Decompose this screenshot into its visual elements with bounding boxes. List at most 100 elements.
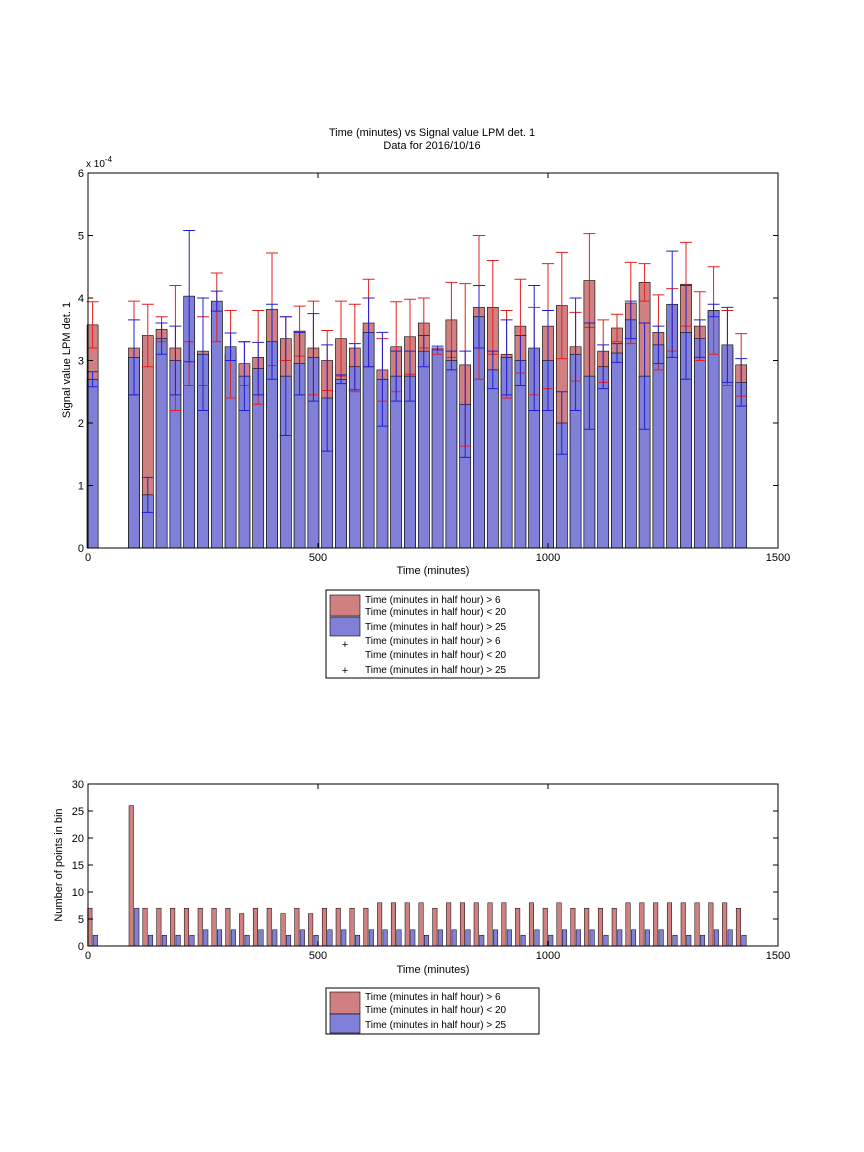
count-bar-s1-12: [252, 907, 258, 947]
x-tick-label-1500: 1500: [766, 950, 790, 962]
bar-s2-38: [611, 352, 623, 549]
errorbar-s2-30: [500, 319, 513, 396]
chart2-legend-box: [325, 987, 540, 1035]
count-bar-s2-17: [327, 929, 333, 947]
y-tick-label-30: 30: [72, 779, 84, 791]
count-bar-s2-25: [437, 929, 443, 947]
count-bar-s2-14: [286, 934, 292, 947]
x-tick-label-0: 0: [85, 950, 91, 962]
errorbar-s2-14: [279, 316, 292, 436]
chart1-legend-entry3-line1: Time (minutes in half hour) > 6: [365, 636, 501, 647]
errorbar-s2-32: [528, 285, 541, 411]
errorbar-s2-17: [321, 344, 334, 452]
count-bar-s1-20: [363, 907, 369, 947]
count-bar-s1-46: [722, 902, 728, 947]
count-bar-s2-8: [203, 929, 209, 947]
count-bar-s2-0: [92, 934, 98, 947]
errorbar-s2-6: [169, 325, 182, 396]
count-bar-s2-13: [272, 929, 278, 947]
errorbar-s2-13: [266, 303, 278, 380]
errorbar-s2-11: [238, 341, 251, 411]
count-bar-s1-36: [584, 907, 590, 947]
count-bar-s2-37: [603, 934, 609, 947]
count-bar-s2-31: [520, 934, 526, 947]
errorbar-s2-10: [224, 332, 237, 361]
count-bar-s2-20: [368, 929, 374, 947]
count-bar-s2-46: [727, 929, 733, 947]
bar-s2-5: [155, 338, 168, 549]
count-bar-s1-42: [666, 902, 672, 947]
errorbar-s1-38: [611, 313, 623, 343]
count-bar-s1-18: [335, 907, 341, 947]
count-bar-s1-38: [611, 907, 617, 947]
errorbar-s2-37: [597, 344, 610, 390]
count-bar-s2-34: [562, 929, 568, 947]
count-bar-s1-32: [528, 902, 534, 947]
count-bar-s2-32: [534, 929, 540, 947]
count-bar-s2-38: [617, 929, 623, 947]
bar-s2-37: [597, 366, 610, 549]
count-bar-s1-19: [349, 907, 355, 947]
bar-s2-25: [431, 347, 444, 549]
count-bar-s2-5: [161, 934, 167, 947]
chart1-legend-entry1-line1: Time (minutes in half hour) > 6: [365, 595, 501, 606]
errorbar-s1-4: [141, 303, 154, 368]
count-bar-s1-16: [308, 913, 314, 947]
chart-signal-value: Time (minutes) vs Signal value LPM det. …: [61, 127, 790, 679]
errorbar-s2-41: [652, 325, 665, 365]
errorbar-s2-27: [459, 350, 472, 458]
count-bar-s1-26: [446, 902, 452, 947]
errorbar-s2-24: [417, 335, 430, 368]
count-bar-s1-31: [515, 907, 521, 947]
bar-s2-18: [335, 378, 347, 549]
x-tick-label-1000: 1000: [536, 552, 560, 564]
count-bar-s1-30: [501, 902, 507, 947]
count-bar-s2-45: [713, 929, 719, 947]
count-bar-s1-8: [197, 907, 203, 947]
count-bar-s1-47: [735, 907, 741, 947]
chart1-legend-entry1-line2: Time (minutes in half hour) < 20: [365, 607, 507, 618]
errorbar-s2-31: [514, 335, 527, 386]
count-bar-s1-3: [128, 805, 134, 947]
count-bar-s1-43: [680, 902, 686, 947]
count-bar-s2-11: [244, 934, 250, 947]
errorbar-s2-8: [197, 297, 209, 411]
errorbar-s2-26: [445, 350, 458, 371]
errorbar-s2-15: [293, 331, 306, 396]
errorbar-s2-12: [252, 341, 265, 396]
chart1-legend-entry4: Time (minutes in half hour) > 25: [365, 665, 507, 676]
errorbar-s2-35: [569, 297, 582, 411]
count-bar-s2-41: [658, 929, 664, 947]
errorbar-s2-5: [155, 322, 168, 355]
chart1-legend-swatch-series1: [329, 594, 361, 617]
y-tick-label-3: 3: [78, 356, 84, 368]
count-bar-s1-5: [156, 907, 162, 947]
errorbar-s2-7: [183, 230, 196, 363]
chart2-ticks: 0 500 1000 1500 0 5 10 15 20 25 30: [72, 779, 790, 962]
count-bar-s2-28: [479, 934, 485, 947]
bar-s2-19: [348, 366, 361, 549]
count-bar-s1-29: [487, 902, 493, 947]
chart1-legend-swatch-series2: [329, 616, 361, 637]
count-bar-s2-36: [589, 929, 595, 947]
count-bar-s1-44: [694, 902, 700, 947]
chart1-legend-marker-err1: +: [342, 639, 348, 651]
errorbar-s2-20: [362, 297, 375, 368]
count-bar-s1-17: [321, 907, 327, 947]
chart2-legend-entry2: Time (minutes in half hour) > 25: [365, 1020, 507, 1031]
x-tick-label-500: 500: [309, 552, 327, 564]
x-tick-label-1500: 1500: [766, 552, 790, 564]
x-tick-label-1000: 1000: [536, 950, 560, 962]
count-bar-s2-12: [258, 929, 264, 947]
count-bar-s1-27: [459, 902, 465, 947]
count-bar-s1-37: [597, 907, 603, 947]
bar-s2-0: [86, 378, 99, 549]
errorbar-s2-22: [390, 350, 403, 402]
y-tick-label-0: 0: [78, 941, 84, 953]
errorbar-s2-36: [583, 322, 596, 430]
chart2-legend-entry1-line2: Time (minutes in half hour) < 20: [365, 1005, 507, 1016]
y-tick-label-5: 5: [78, 914, 84, 926]
errorbar-s2-16: [307, 313, 320, 402]
count-bar-s2-35: [575, 929, 581, 947]
count-bar-s2-40: [644, 929, 650, 947]
